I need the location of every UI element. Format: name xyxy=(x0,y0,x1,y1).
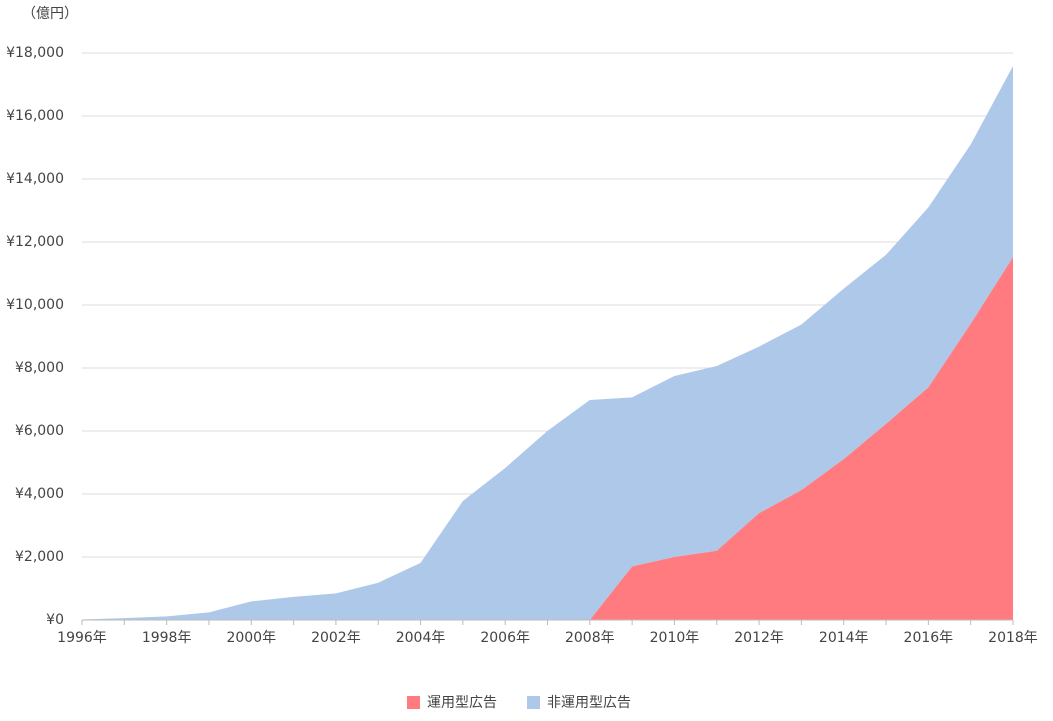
y-tick-label: ¥18,000 xyxy=(6,45,64,61)
x-tick-label: 1998年 xyxy=(142,630,192,646)
areas xyxy=(82,65,1013,620)
y-tick-label: ¥0 xyxy=(46,612,64,628)
x-tick-label: 2018年 xyxy=(988,630,1038,646)
legend-label: 運用型広告 xyxy=(427,695,497,711)
legend-label: 非運用型広告 xyxy=(547,695,631,711)
y-tick-label: ¥16,000 xyxy=(6,108,64,124)
x-tick-label: 2000年 xyxy=(226,630,276,646)
y-tick-label: ¥10,000 xyxy=(6,297,64,313)
y-tick-label: ¥4,000 xyxy=(15,486,64,502)
x-tick-label: 2012年 xyxy=(734,630,784,646)
y-tick-label: ¥2,000 xyxy=(15,549,64,565)
x-tick-label: 2004年 xyxy=(396,630,446,646)
x-tick-label: 2010年 xyxy=(650,630,700,646)
legend: 運用型広告 非運用型広告 xyxy=(407,695,631,711)
x-tick-label: 1996年 xyxy=(57,630,107,646)
x-tick-label: 2006年 xyxy=(480,630,530,646)
y-unit-label: （億円） xyxy=(22,6,78,22)
y-tick-label: ¥6,000 xyxy=(15,423,64,439)
y-tick-label: ¥12,000 xyxy=(6,234,64,250)
area xyxy=(589,257,1013,620)
y-tick-label: ¥14,000 xyxy=(6,171,64,187)
x-tick-label: 2008年 xyxy=(565,630,615,646)
x-tick-label: 2002年 xyxy=(311,630,361,646)
legend-swatch xyxy=(407,696,420,709)
x-tick-label: 2016年 xyxy=(904,630,954,646)
area xyxy=(82,65,1013,620)
grid xyxy=(82,52,1013,621)
x-tick-label: 2014年 xyxy=(819,630,869,646)
y-tick-label: ¥8,000 xyxy=(15,360,64,376)
legend-swatch xyxy=(527,696,540,709)
